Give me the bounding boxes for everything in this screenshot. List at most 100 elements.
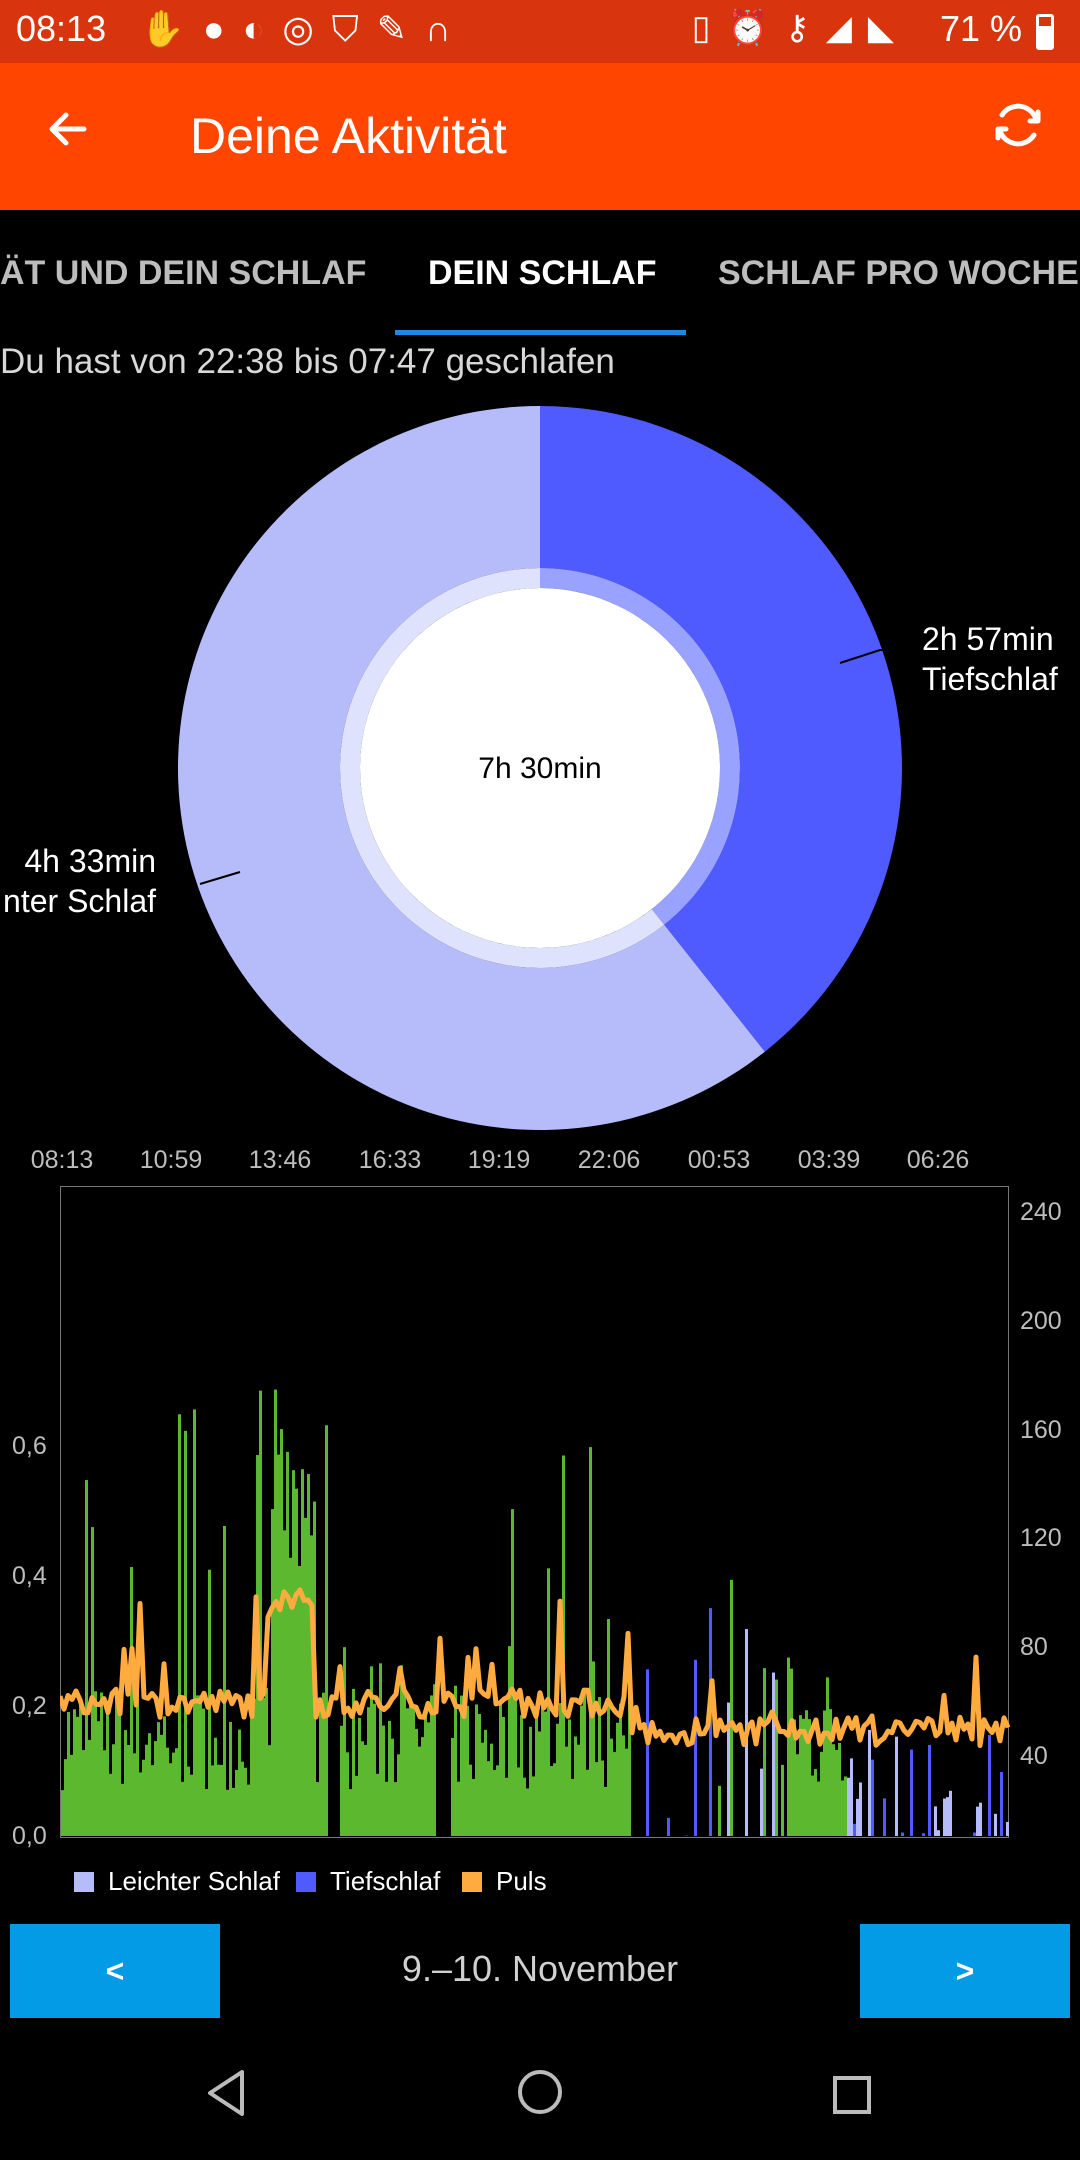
activity-bar: [475, 1704, 478, 1836]
activity-bar: [199, 1695, 202, 1836]
activity-bar: [82, 1750, 85, 1836]
activity-bar: [373, 1703, 376, 1836]
activity-bar: [772, 1672, 775, 1836]
activity-bar: [610, 1738, 613, 1836]
activity-bar: [106, 1700, 109, 1836]
activity-bar: [592, 1661, 595, 1836]
activity-bar: [556, 1723, 559, 1836]
activity-bar: [601, 1760, 604, 1836]
alarm-icon: ⏰: [726, 9, 785, 47]
activity-bar: [130, 1567, 133, 1836]
tab-activity-and-sleep[interactable]: ÄT UND DEIN SCHLAF: [0, 254, 367, 292]
activity-bar: [61, 1790, 64, 1836]
legend-swatch: [74, 1871, 94, 1892]
activity-bar: [262, 1697, 265, 1836]
activity-bar: [346, 1752, 349, 1836]
activity-bar: [838, 1742, 841, 1836]
activity-bar: [538, 1731, 541, 1836]
activity-bar: [316, 1782, 319, 1836]
refresh-icon[interactable]: [990, 97, 1046, 168]
donut-slice-light-sleep: [177, 406, 765, 1130]
activity-bar: [457, 1781, 460, 1836]
search-app-icon: ◎: [282, 8, 332, 49]
y-right-tick: 200: [1020, 1307, 1062, 1335]
back-arrow-icon[interactable]: [44, 99, 92, 169]
activity-bar: [343, 1647, 346, 1836]
legend-label: Tiefschlaf: [330, 1866, 441, 1896]
activity-bar: [259, 1390, 262, 1836]
activity-bar: [271, 1509, 274, 1836]
activity-bar: [859, 1782, 862, 1836]
activity-bar: [481, 1742, 484, 1836]
activity-bar: [628, 1686, 631, 1836]
activity-bar: [163, 1716, 166, 1836]
activity-bar: [85, 1480, 88, 1836]
arch-icon: ∩: [424, 8, 469, 49]
nav-home-icon[interactable]: [516, 2068, 564, 2129]
activity-bar: [157, 1722, 160, 1836]
nav-back-icon[interactable]: [204, 2068, 248, 2131]
signal-icon: ◣: [867, 9, 910, 47]
activity-bar: [526, 1788, 529, 1836]
activity-bar: [574, 1736, 577, 1836]
activity-bar: [232, 1787, 235, 1836]
activity-bar: [514, 1693, 517, 1836]
activity-bar: [814, 1769, 817, 1836]
activity-bar: [976, 1806, 979, 1836]
nav-recents-icon[interactable]: [832, 2068, 872, 2128]
y-right-tick: 80: [1020, 1633, 1048, 1661]
chat-icon: ◐: [242, 8, 283, 49]
activity-bar: [412, 1704, 415, 1836]
y-left-tick: 0,6: [12, 1432, 47, 1460]
activity-bar: [385, 1781, 388, 1836]
activity-bar: [793, 1719, 796, 1836]
activity-bar: [205, 1788, 208, 1836]
activity-bar: [829, 1709, 832, 1836]
x-tick: 19:19: [467, 1146, 531, 1174]
activity-bar: [379, 1663, 382, 1836]
y-right-tick: 40: [1020, 1742, 1048, 1770]
activity-bar: [532, 1776, 535, 1836]
battery-percent: 71 %: [939, 8, 1022, 49]
previous-day-button[interactable]: <: [10, 1924, 220, 2018]
activity-bar: [142, 1759, 145, 1836]
activity-bar: [109, 1773, 112, 1836]
activity-bar: [823, 1710, 826, 1836]
activity-bar: [619, 1703, 622, 1836]
x-tick: 10:59: [139, 1146, 203, 1174]
activity-bar: [124, 1730, 127, 1836]
tab-your-sleep[interactable]: DEIN SCHLAF: [428, 254, 657, 292]
tab-sleep-per-week[interactable]: SCHLAF PRO WOCHE: [718, 254, 1079, 292]
activity-bar: [718, 1785, 721, 1836]
activity-bar: [274, 1389, 277, 1836]
activity-bar: [127, 1744, 130, 1836]
activity-bar: [280, 1429, 283, 1836]
activity-bar: [979, 1802, 982, 1836]
next-day-button[interactable]: >: [860, 1924, 1070, 2018]
activity-bar: [298, 1565, 301, 1836]
activity-bar: [193, 1409, 196, 1836]
sleep-range-text: Du hast von 22:38 bis 07:47 geschlafen: [0, 342, 615, 381]
activity-bar: [301, 1469, 304, 1836]
activity-bar: [790, 1668, 793, 1836]
activity-bar: [415, 1728, 418, 1836]
activity-bar: [853, 1823, 856, 1836]
activity-bar: [493, 1770, 496, 1836]
activity-bar: [277, 1454, 280, 1836]
activity-bar: [169, 1763, 172, 1836]
activity-bar: [97, 1721, 100, 1836]
system-icons: ▯⏰⚷◢◣: [692, 8, 910, 48]
x-tick: 03:39: [797, 1146, 861, 1174]
activity-bar: [850, 1758, 853, 1836]
activity-bar: [403, 1691, 406, 1836]
activity-bar: [118, 1712, 121, 1836]
activity-bar: [895, 1736, 898, 1836]
activity-bar: [811, 1775, 814, 1836]
activity-bar: [187, 1766, 190, 1836]
activity-bar: [490, 1743, 493, 1836]
activity-bar: [646, 1669, 649, 1836]
donut-slice-deep-sleep: [540, 406, 902, 1052]
activity-bar: [100, 1692, 103, 1836]
activity-bar: [220, 1764, 223, 1836]
activity-bar: [376, 1773, 379, 1836]
